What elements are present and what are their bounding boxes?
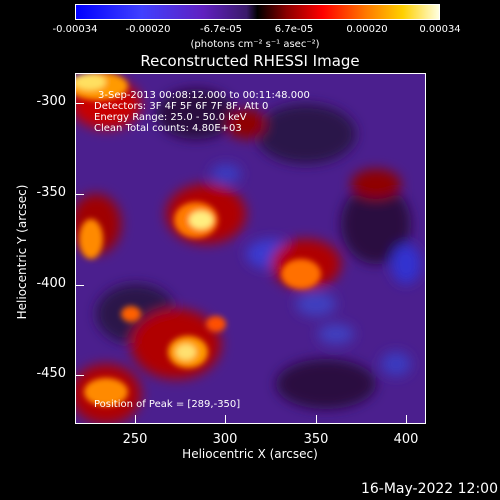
rhessi-image-plot: 3-Sep-2013 00:08:12.000 to 00:11:48.000 … bbox=[75, 73, 426, 424]
colorbar-tick: 0.00034 bbox=[419, 24, 461, 35]
y-tick-label: -400 bbox=[36, 276, 66, 291]
colorbar-tick: -6.7e-05 bbox=[200, 24, 242, 35]
x-axis-label: Heliocentric X (arcsec) bbox=[182, 447, 318, 461]
x-tick-label: 250 bbox=[122, 432, 148, 447]
info-line-energy: Energy Range: 25.0 - 50.0 keV bbox=[94, 112, 247, 123]
rhessi-heatmap bbox=[76, 74, 425, 423]
y-tickmark bbox=[76, 194, 84, 195]
y-tick-label: -350 bbox=[36, 185, 66, 200]
x-tickmark bbox=[316, 415, 317, 423]
x-tickmark bbox=[135, 415, 136, 423]
x-tick-label: 350 bbox=[303, 432, 329, 447]
x-tickmark bbox=[406, 415, 407, 423]
colorbar-units: (photons cm⁻² s⁻¹ asec⁻²) bbox=[190, 39, 320, 50]
colorbar-tick: -0.00020 bbox=[125, 24, 171, 35]
y-axis-label: Heliocentric Y (arcsec) bbox=[15, 184, 29, 320]
info-line-time: 3-Sep-2013 00:08:12.000 to 00:11:48.000 bbox=[98, 90, 310, 101]
plot-title: Reconstructed RHESSI Image bbox=[140, 52, 360, 70]
y-tickmark bbox=[76, 285, 84, 286]
x-tick-label: 300 bbox=[212, 432, 238, 447]
date-stamp: 16-May-2022 12:00 bbox=[360, 481, 498, 497]
info-line-detectors: Detectors: 3F 4F 5F 6F 7F 8F, Att 0 bbox=[94, 101, 269, 112]
info-line-clean: Clean Total counts: 4.80E+03 bbox=[94, 123, 242, 134]
y-tickmark bbox=[76, 375, 84, 376]
colorbar-tick: -0.00034 bbox=[52, 24, 98, 35]
colorbar bbox=[75, 4, 440, 20]
colorbar-tick: 0.00020 bbox=[346, 24, 388, 35]
y-tick-label: -300 bbox=[36, 94, 66, 109]
y-tick-label: -450 bbox=[36, 366, 66, 381]
x-tickmark bbox=[225, 415, 226, 423]
peak-position-label: Position of Peak = [289,-350] bbox=[94, 399, 241, 410]
colorbar-tick: 6.7e-05 bbox=[274, 24, 314, 35]
y-tickmark bbox=[76, 103, 84, 104]
x-tick-label: 400 bbox=[393, 432, 419, 447]
